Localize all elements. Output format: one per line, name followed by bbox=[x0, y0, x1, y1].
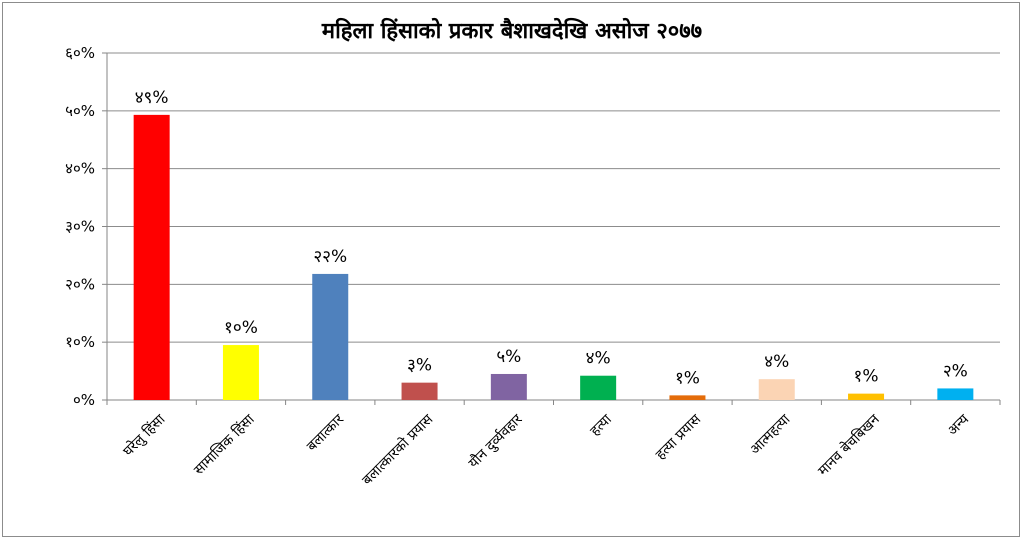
data-label: ३% bbox=[407, 356, 432, 376]
y-tick-label: ५०% bbox=[65, 102, 95, 120]
y-tick-label: ०% bbox=[73, 391, 95, 409]
bar bbox=[401, 382, 438, 400]
x-tick-label: घरेलु हिंसा bbox=[120, 411, 169, 460]
y-tick-label: २०% bbox=[65, 275, 95, 293]
y-tick-label: ४०% bbox=[65, 160, 95, 178]
bar bbox=[758, 379, 795, 400]
data-label: ४% bbox=[586, 349, 611, 369]
data-label: २% bbox=[943, 361, 968, 381]
x-tick-label: आत्महत्या bbox=[747, 411, 794, 458]
bar bbox=[133, 114, 170, 401]
x-tick-label: बलात्कार bbox=[304, 411, 347, 454]
y-tick-label: १०% bbox=[65, 333, 95, 351]
data-label: १०% bbox=[224, 318, 258, 338]
data-label: १% bbox=[854, 367, 879, 387]
bar bbox=[848, 393, 885, 400]
data-label: १% bbox=[675, 368, 700, 388]
bar bbox=[490, 373, 527, 400]
x-tick-label: अन्य bbox=[945, 411, 973, 439]
bar bbox=[222, 345, 259, 400]
y-tick-label: ३०% bbox=[65, 218, 95, 236]
data-label: ५% bbox=[496, 347, 521, 367]
x-tick-label: बलात्कारको प्रयास bbox=[359, 410, 437, 488]
x-tick-label: सामाजिक हिंसा bbox=[190, 411, 258, 479]
data-label: ४९% bbox=[135, 88, 169, 108]
x-tick-label: हत्या प्रयास bbox=[653, 411, 705, 463]
data-label: ४% bbox=[764, 352, 789, 372]
bar bbox=[312, 273, 349, 400]
bar bbox=[580, 375, 617, 400]
x-tick-label: यौन दुर्व्यवहार bbox=[465, 411, 527, 473]
data-label: २२% bbox=[313, 247, 347, 267]
chart-title: महिला हिंसाको प्रकार बैशाखदेखि असोज २०७७ bbox=[321, 17, 702, 44]
bar bbox=[937, 388, 974, 400]
x-tick-label: हत्या bbox=[587, 411, 615, 439]
bar bbox=[669, 395, 706, 400]
y-tick-label: ६०% bbox=[65, 44, 95, 62]
x-tick-label: मानव बेचबिखन bbox=[814, 411, 883, 480]
